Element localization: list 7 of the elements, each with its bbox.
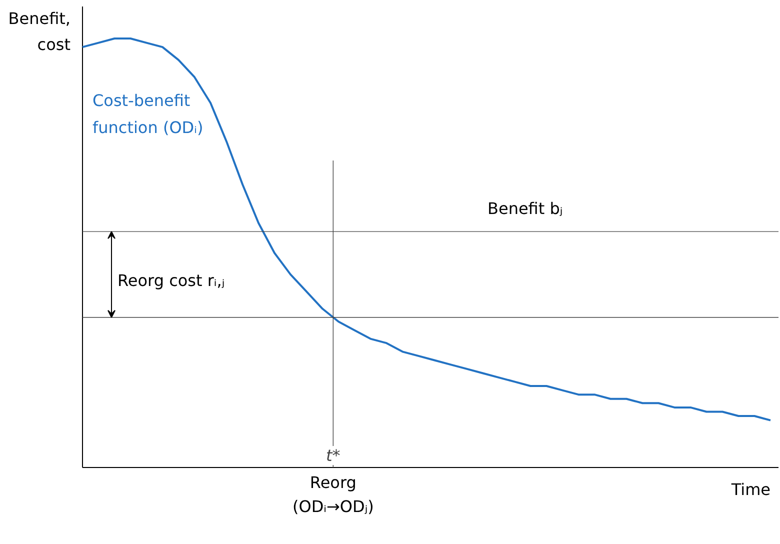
x-axis-title: Time bbox=[730, 480, 770, 499]
annotation: t* bbox=[326, 446, 340, 465]
ref-line-label: Benefit bⱼ bbox=[488, 199, 563, 218]
y-axis-title: Benefit, cost bbox=[8, 9, 71, 54]
annotation: Reorg cost rᵢ,ⱼ bbox=[118, 271, 225, 290]
text: Reorg (ODᵢ→ODⱼ) bbox=[292, 473, 374, 516]
series-label: Cost-benefit function (ODᵢ) bbox=[92, 91, 204, 137]
